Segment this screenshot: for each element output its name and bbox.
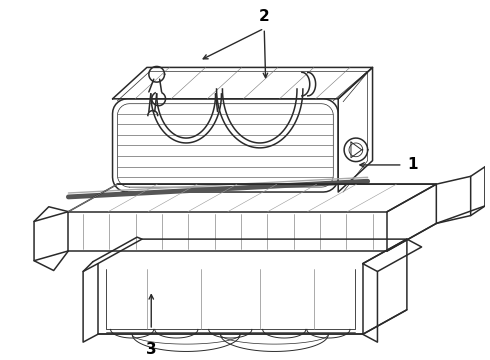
Text: 2: 2: [259, 9, 270, 24]
Text: 1: 1: [408, 157, 418, 172]
Text: 3: 3: [146, 342, 157, 357]
